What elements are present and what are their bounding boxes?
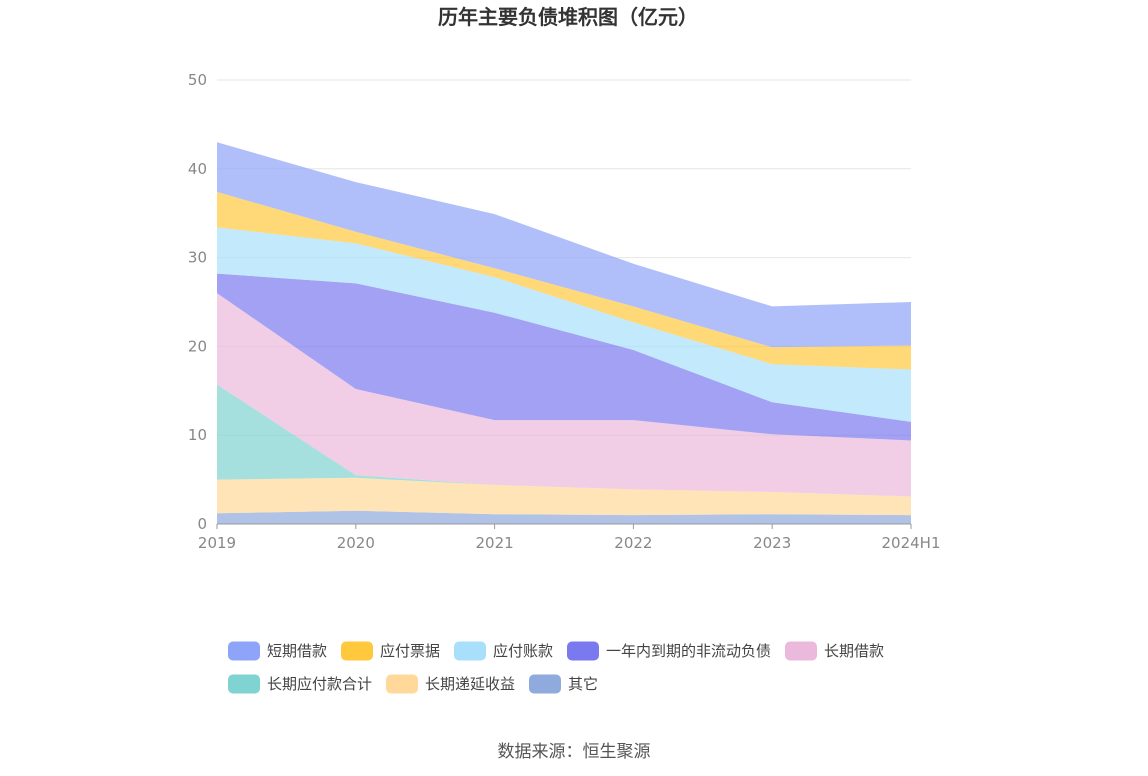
legend-label: 一年内到期的非流动负债 xyxy=(606,642,771,660)
legend-item-一年内到期的非流动负债[interactable]: 一年内到期的非流动负债 xyxy=(567,641,771,661)
area-series xyxy=(217,142,911,524)
chart-title: 历年主要负债堆积图（亿元） xyxy=(438,5,698,29)
area-长期借款 xyxy=(217,293,911,497)
axes: 0 10 20 30 40 50 2019 2020 2021 2022 2023 2024H1 xyxy=(188,71,941,552)
legend-label: 应付票据 xyxy=(380,642,440,660)
legend-swatch xyxy=(341,641,373,661)
legend-swatch xyxy=(386,674,418,694)
area-长期递延收益 xyxy=(217,477,911,516)
legend-item-长期递延收益[interactable]: 长期递延收益 xyxy=(386,674,515,694)
legend-swatch xyxy=(454,641,486,661)
legend-label: 应付账款 xyxy=(493,642,553,660)
legend-item-短期借款[interactable]: 短期借款 xyxy=(228,641,327,661)
legend-label: 短期借款 xyxy=(267,642,327,660)
y-tick-label: 20 xyxy=(188,337,207,355)
legend-label: 长期应付款合计 xyxy=(267,675,372,693)
legend-item-长期应付款合计[interactable]: 长期应付款合计 xyxy=(228,674,372,694)
area-其它 xyxy=(217,510,911,524)
legend-item-应付账款[interactable]: 应付账款 xyxy=(454,641,553,661)
area-一年内到期的非流动负债 xyxy=(217,273,911,441)
legend-item-其它[interactable]: 其它 xyxy=(529,674,598,694)
area-短期借款 xyxy=(217,142,911,348)
x-tick-label: 2019 xyxy=(198,534,236,552)
data-source: 数据来源：恒生聚源 xyxy=(498,742,651,762)
y-tick-label: 40 xyxy=(188,160,207,178)
x-tick-label: 2021 xyxy=(476,534,514,552)
legend-label: 其它 xyxy=(568,675,598,693)
x-tick-label: 2022 xyxy=(614,534,652,552)
legend-swatch xyxy=(228,641,260,661)
legend-label: 长期递延收益 xyxy=(425,675,515,693)
area-应付票据 xyxy=(217,191,911,370)
area-应付账款 xyxy=(217,227,911,422)
y-tick-label: 0 xyxy=(197,515,207,533)
y-tick-label: 50 xyxy=(188,71,207,89)
y-tick-label: 30 xyxy=(188,249,207,267)
x-tick-label: 2024H1 xyxy=(882,534,941,552)
legend-swatch xyxy=(567,641,599,661)
legend-swatch xyxy=(228,674,260,694)
legend-item-长期借款[interactable]: 长期借款 xyxy=(785,641,884,661)
x-tick-label: 2023 xyxy=(753,534,791,552)
legend-item-应付票据[interactable]: 应付票据 xyxy=(341,641,440,661)
x-tick-label: 2020 xyxy=(337,534,375,552)
legend-label: 长期借款 xyxy=(824,642,884,660)
y-tick-label: 10 xyxy=(188,426,207,444)
legend-swatch xyxy=(785,641,817,661)
legend-swatch xyxy=(529,674,561,694)
